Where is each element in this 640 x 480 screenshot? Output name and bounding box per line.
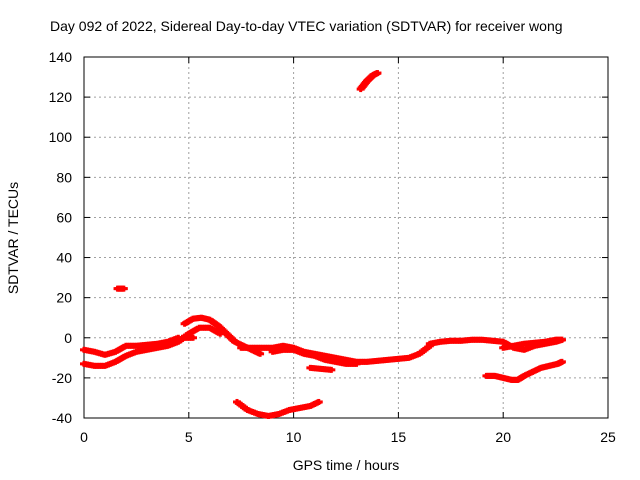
x-tick-label: 10 [286,429,302,445]
data-point [119,285,128,292]
y-tick-label: 20 [56,290,72,306]
y-tick-label: 80 [56,169,72,185]
x-tick-label: 25 [600,429,616,445]
data-point [256,350,265,357]
y-tick-label: -20 [52,370,72,386]
chart-title: Day 092 of 2022, Sidereal Day-to-day VTE… [50,18,563,34]
x-tick-label: 5 [185,429,193,445]
x-tick-label: 20 [495,429,511,445]
plot-frame [83,56,609,419]
y-tick-label: 100 [49,129,73,145]
y-tick-label: 60 [56,209,72,225]
data-point [314,398,323,405]
data-points [80,70,566,419]
y-tick-label: 0 [64,330,72,346]
data-point [327,366,336,373]
data-point [188,334,197,341]
data-point [373,70,382,77]
y-tick-label: -40 [52,410,72,426]
data-point [352,360,361,367]
data-point [557,336,566,343]
axis-ticks: 0 5 10 15 20 25 -40 -20 0 20 40 60 80 100 120 140 [49,49,616,445]
y-tick-label: 40 [56,250,72,266]
x-axis-label: GPS time / hours [293,457,400,473]
data-point [557,358,566,365]
x-tick-label: 0 [80,429,88,445]
y-tick-label: 140 [49,49,73,65]
x-tick-label: 15 [391,429,407,445]
y-axis-label: SDTVAR / TECUs [5,182,21,294]
y-tick-label: 120 [49,89,73,105]
